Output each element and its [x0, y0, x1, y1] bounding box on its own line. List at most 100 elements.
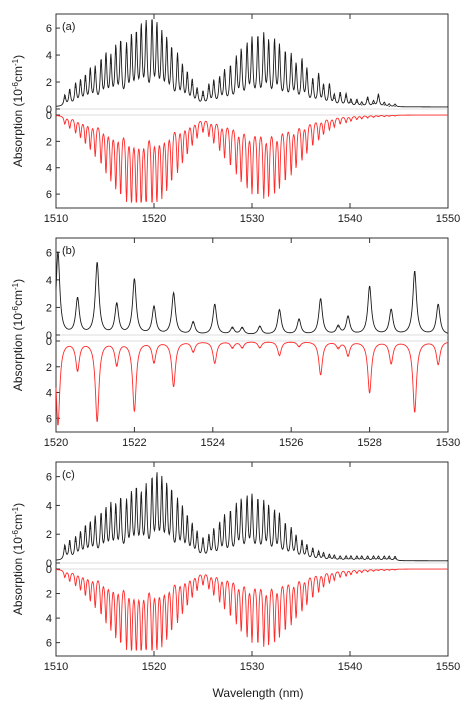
data-point-simulated	[191, 592, 193, 595]
series-simulated-line	[55, 568, 448, 652]
data-point-simulated	[257, 637, 259, 639]
data-point-measured	[181, 513, 184, 515]
data-point-measured	[263, 40, 265, 43]
data-point-measured	[94, 522, 96, 524]
data-point-measured	[133, 279, 135, 281]
data-point-simulated	[84, 139, 86, 141]
data-point-simulated	[333, 578, 335, 580]
data-point-simulated	[240, 175, 242, 177]
data-point-simulated	[105, 165, 107, 168]
data-point-simulated	[191, 140, 193, 142]
x-tick-label: 1520	[44, 437, 68, 449]
data-point-measured	[235, 62, 237, 64]
data-point-simulated	[339, 122, 341, 124]
x-tick-label: 1530	[240, 661, 264, 673]
y-tick-label-lower: 0	[46, 336, 52, 348]
data-point-simulated	[322, 131, 325, 133]
data-point-simulated	[213, 139, 215, 141]
data-point-simulated	[278, 629, 281, 631]
data-point-measured	[64, 548, 66, 550]
data-point-measured	[318, 77, 320, 79]
data-point-measured	[151, 23, 153, 25]
x-tick-label: 1540	[338, 661, 362, 673]
x-tick-label: 1510	[44, 661, 68, 673]
data-point-simulated	[125, 640, 128, 643]
data-point-simulated	[89, 144, 91, 146]
y-tick-label-upper: 4	[46, 275, 52, 287]
x-tick-label: 1540	[338, 213, 362, 225]
data-point-simulated	[394, 115, 396, 117]
data-point-simulated	[196, 134, 198, 136]
data-point-simulated	[69, 126, 71, 128]
data-point-measured	[383, 104, 385, 106]
data-point-simulated	[133, 409, 135, 412]
x-axis-label: Wavelength (nm)	[213, 686, 304, 700]
data-point-measured	[350, 558, 352, 560]
data-point-measured	[186, 522, 188, 524]
data-point-measured	[301, 543, 303, 545]
data-point-measured	[240, 55, 242, 58]
data-point-simulated	[290, 168, 292, 170]
data-point-measured	[273, 46, 276, 48]
data-point-simulated	[202, 128, 204, 131]
data-point-simulated	[312, 142, 314, 144]
data-point-simulated	[115, 629, 117, 631]
data-point-simulated	[377, 115, 380, 117]
data-point-measured	[213, 533, 215, 535]
data-point-measured	[268, 512, 270, 514]
data-point-measured	[339, 94, 341, 97]
data-point-measured	[192, 321, 194, 324]
data-point-simulated	[161, 637, 163, 639]
data-point-simulated	[219, 597, 221, 600]
data-point-measured	[79, 536, 82, 538]
data-point-measured	[223, 520, 226, 522]
data-point-simulated	[284, 624, 286, 627]
data-point-simulated	[333, 124, 335, 127]
data-point-simulated	[89, 596, 91, 598]
data-point-simulated	[241, 346, 243, 349]
data-point-measured	[140, 34, 142, 36]
data-point-measured	[115, 53, 117, 55]
data-point-measured	[166, 493, 168, 495]
data-point-measured	[166, 46, 168, 48]
data-point-simulated	[361, 571, 363, 573]
data-point-measured	[151, 486, 153, 488]
data-point-measured	[186, 77, 188, 79]
x-tick-label: 1510	[44, 213, 68, 225]
data-point-measured	[84, 530, 86, 532]
data-point-simulated	[369, 391, 371, 394]
data-point-simulated	[350, 573, 352, 575]
data-point-simulated	[173, 385, 175, 387]
data-point-simulated	[208, 585, 210, 587]
data-point-measured	[322, 88, 325, 90]
y-tick-label-lower: 2	[46, 136, 52, 148]
data-point-measured	[120, 504, 122, 507]
data-point-simulated	[145, 200, 147, 202]
data-point-simulated	[367, 570, 369, 573]
data-point-measured	[125, 507, 128, 509]
data-point-simulated	[223, 152, 226, 154]
data-point-simulated	[186, 148, 188, 150]
data-point-measured	[96, 262, 98, 264]
series-simulated-line	[55, 114, 448, 204]
data-point-measured	[278, 309, 281, 311]
data-point-simulated	[100, 157, 102, 160]
data-point-measured	[181, 70, 184, 72]
data-point-simulated	[284, 175, 286, 177]
y-axis-label: Absorption (10-6cm-1)	[11, 55, 26, 167]
data-point-measured	[290, 532, 292, 534]
data-point-measured	[372, 558, 375, 560]
data-point-simulated	[437, 363, 439, 365]
data-point-simulated	[161, 188, 163, 190]
data-point-measured	[333, 557, 335, 559]
y-tick-label-lower: 6	[46, 189, 52, 201]
data-point-simulated	[219, 146, 221, 148]
data-point-measured	[120, 47, 122, 49]
y-tick-label-upper: 4	[46, 50, 52, 62]
data-point-measured	[240, 506, 242, 508]
data-point-measured	[116, 304, 118, 306]
series-simulated-line	[55, 341, 449, 426]
data-point-simulated	[390, 362, 392, 364]
data-point-measured	[318, 553, 320, 555]
